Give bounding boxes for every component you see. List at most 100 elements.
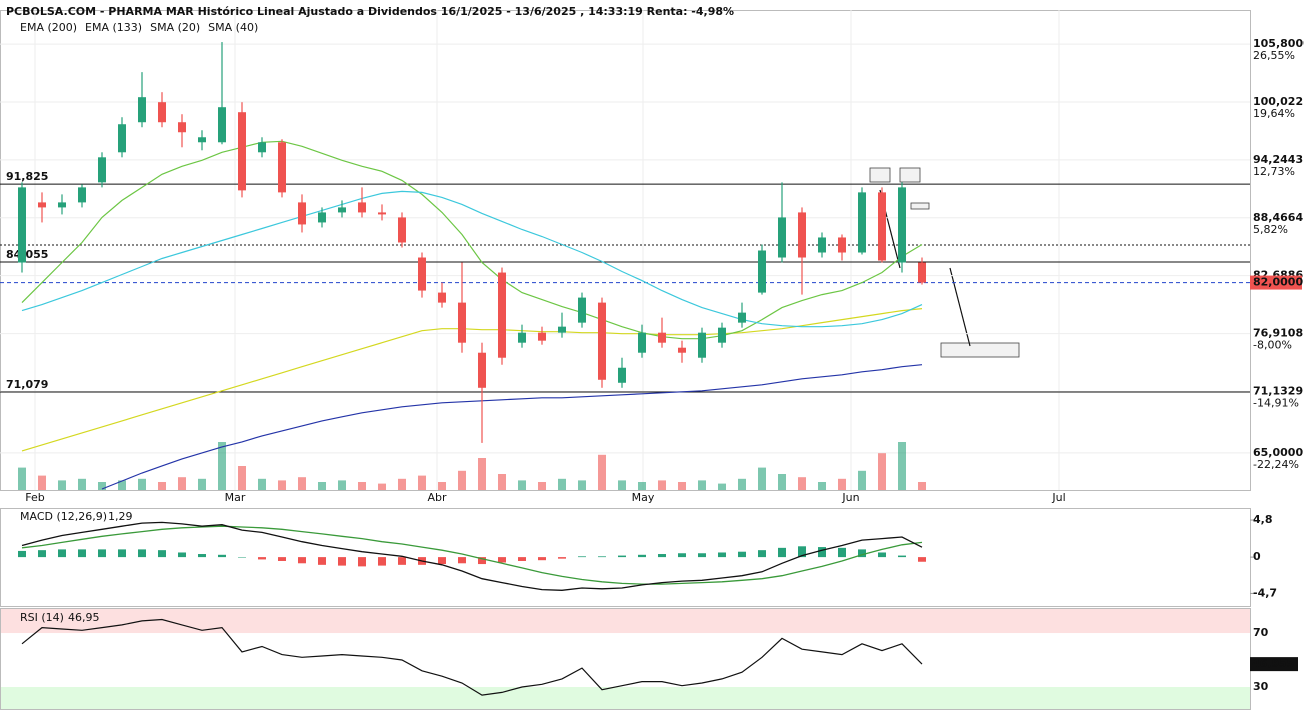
level-label: 71,079 bbox=[6, 378, 48, 391]
candle-body bbox=[118, 124, 126, 153]
volume-bar bbox=[418, 475, 426, 490]
macd-value: 1,29 bbox=[108, 510, 133, 523]
candle-body bbox=[738, 312, 746, 323]
macd-hist bbox=[118, 549, 126, 558]
y-tick-pct: 12,73% bbox=[1253, 165, 1295, 178]
candle-body bbox=[458, 302, 466, 343]
candle-body bbox=[898, 187, 906, 263]
volume-bar bbox=[278, 480, 286, 490]
macd-hist bbox=[578, 556, 586, 558]
volume-bar bbox=[358, 482, 366, 490]
volume-bar bbox=[738, 478, 746, 490]
ma-line bbox=[101, 364, 923, 490]
candle-body bbox=[558, 326, 566, 333]
macd-hist bbox=[378, 557, 386, 566]
legend-entry: EMA (200) bbox=[20, 21, 77, 34]
candle-body bbox=[478, 352, 486, 388]
legend-entry: SMA (40) bbox=[208, 21, 258, 34]
macd-hist bbox=[38, 550, 46, 558]
macd-hist bbox=[798, 546, 806, 558]
volume-bar bbox=[218, 442, 226, 490]
candle-body bbox=[438, 292, 446, 303]
macd-hist bbox=[78, 549, 86, 558]
macd-tick-label: 4,8 bbox=[1253, 513, 1273, 526]
candle-body bbox=[98, 157, 106, 183]
rsi-overbought bbox=[1, 609, 1250, 634]
candle-body bbox=[498, 272, 506, 358]
volume-bar bbox=[18, 467, 26, 490]
macd-hist bbox=[678, 553, 686, 558]
y-tick-label: 76,9108 bbox=[1253, 327, 1303, 340]
macd-hist bbox=[238, 557, 246, 558]
macd-hist bbox=[538, 557, 546, 561]
macd-hist bbox=[58, 549, 66, 558]
rsi-line bbox=[21, 618, 923, 696]
candle-body bbox=[38, 202, 46, 208]
rsi-tick-label: 70 bbox=[1253, 626, 1269, 639]
volume-bar bbox=[338, 480, 346, 490]
volume-bar bbox=[178, 477, 186, 490]
y-tick-label: 65,0000 bbox=[1253, 446, 1303, 459]
macd-hist bbox=[598, 556, 606, 558]
macd-label: MACD (12,26,9) bbox=[20, 510, 107, 523]
candle-body bbox=[238, 112, 246, 191]
candle-body bbox=[418, 257, 426, 291]
candle-body bbox=[718, 327, 726, 343]
candle-body bbox=[598, 302, 606, 380]
rsi-last-label: 46,955 bbox=[1252, 657, 1294, 670]
candle-body bbox=[538, 332, 546, 341]
macd-hist bbox=[558, 557, 566, 559]
rsi-oversold bbox=[1, 687, 1250, 709]
macd-hist bbox=[498, 557, 506, 563]
candle-body bbox=[298, 202, 306, 225]
rsi-value: 46,95 bbox=[68, 611, 100, 624]
ma-line bbox=[21, 308, 923, 452]
volume-bar bbox=[898, 442, 906, 490]
annotation-box bbox=[869, 167, 891, 183]
candle-body bbox=[618, 367, 626, 383]
volume-bar bbox=[478, 458, 486, 490]
macd-hist bbox=[518, 557, 526, 561]
macd-hist bbox=[778, 547, 786, 558]
last-price-box bbox=[1250, 275, 1302, 290]
macd-hist bbox=[658, 554, 666, 558]
y-tick-pct: -14,91% bbox=[1253, 396, 1299, 409]
candle-body bbox=[398, 217, 406, 243]
volume-bar bbox=[438, 482, 446, 490]
volume-bar bbox=[778, 474, 786, 490]
macd-hist bbox=[638, 554, 646, 558]
macd-hist bbox=[338, 557, 346, 566]
rsi-tick-label: 30 bbox=[1253, 680, 1269, 693]
x-tick-label: May bbox=[632, 491, 655, 504]
macd-signal bbox=[21, 525, 923, 585]
y-tick-label: 71,1329 bbox=[1253, 384, 1303, 397]
y-tick-pct: 26,55% bbox=[1253, 49, 1295, 62]
volume-bar bbox=[378, 483, 386, 490]
macd-hist bbox=[318, 557, 326, 565]
macd-hist bbox=[98, 549, 106, 558]
macd-hist bbox=[898, 555, 906, 558]
volume-bar bbox=[818, 482, 826, 490]
rsi-label: RSI (14) bbox=[20, 611, 64, 624]
x-tick-label: Feb bbox=[25, 491, 44, 504]
macd-hist bbox=[818, 547, 826, 558]
volume-bar bbox=[318, 482, 326, 490]
ma-line bbox=[21, 140, 923, 340]
candle-body bbox=[158, 102, 166, 123]
level-label: 91,825 bbox=[6, 170, 48, 183]
macd-hist bbox=[878, 552, 886, 558]
volume-bar bbox=[58, 480, 66, 490]
candle-body bbox=[58, 202, 66, 208]
annotation-box bbox=[899, 167, 921, 183]
candle-body bbox=[638, 332, 646, 353]
macd-tick-label: 0 bbox=[1253, 550, 1261, 563]
candle-body bbox=[338, 207, 346, 213]
volume-bar bbox=[578, 480, 586, 490]
last-price-label: 82,0000 bbox=[1253, 276, 1303, 289]
volume-bar bbox=[798, 477, 806, 490]
price-panel bbox=[0, 10, 1251, 491]
macd-hist bbox=[18, 550, 26, 558]
macd-hist bbox=[838, 547, 846, 558]
x-tick-label: Abr bbox=[427, 491, 447, 504]
